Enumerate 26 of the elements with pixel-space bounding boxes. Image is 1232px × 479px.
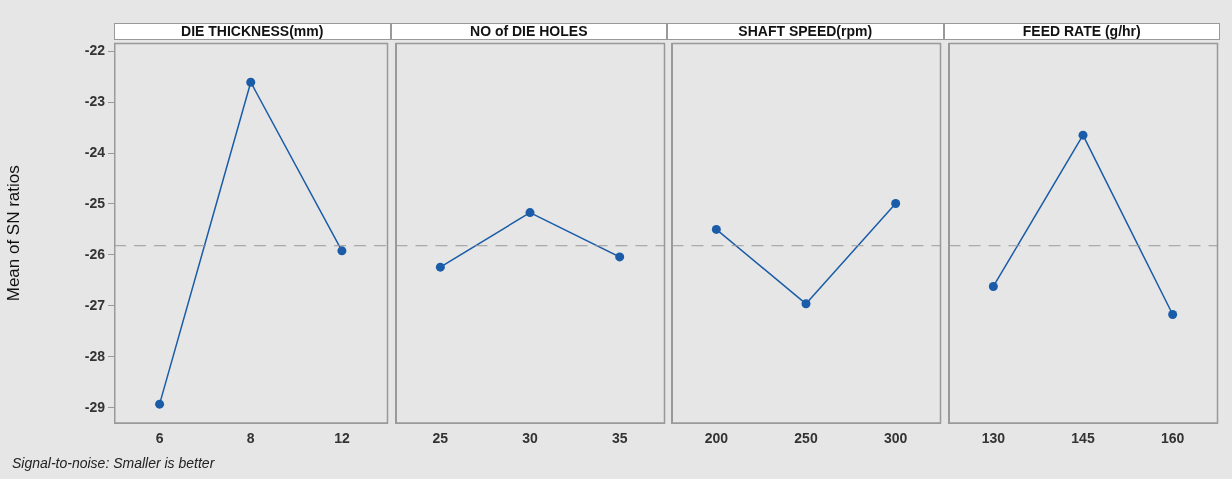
chart-title: NO of DIE HOLES [390, 23, 667, 40]
y-tick-label: -23 [84, 92, 106, 109]
x-tick-label: 25 [432, 430, 448, 447]
x-tick-label: 8 [246, 430, 255, 447]
chart-title: FEED RATE (g/hr) [943, 23, 1220, 40]
y-tick-label: -25 [84, 194, 106, 211]
x-tick-label: 145 [1070, 430, 1095, 447]
x-tick-label: 35 [611, 430, 628, 447]
y-tick-label: -27 [84, 296, 106, 313]
y-tick-label: -22 [84, 42, 106, 58]
chart-title: DIE THICKNESS(mm) [114, 23, 391, 40]
y-tick-label: -24 [84, 143, 106, 160]
x-tick-label: 200 [704, 430, 729, 447]
x-tick-label: 30 [521, 430, 538, 447]
x-tick-label: 130 [981, 430, 1005, 447]
x-tick-label: 300 [883, 430, 908, 447]
text: Signal-to-noise: Smaller is better [12, 455, 215, 471]
y-tick-label: -29 [84, 398, 106, 415]
y-axis-title: Mean of SN ratios [3, 165, 23, 302]
chart-title: SHAFT SPEED(rpm) [667, 23, 944, 40]
y-tick-label: -28 [84, 347, 106, 364]
y-tick-label: -26 [84, 245, 106, 262]
x-tick-label: 12 [334, 430, 350, 447]
x-tick-label: 160 [1160, 430, 1185, 447]
x-tick-label: 6 [155, 430, 164, 447]
x-tick-label: 250 [794, 430, 818, 447]
